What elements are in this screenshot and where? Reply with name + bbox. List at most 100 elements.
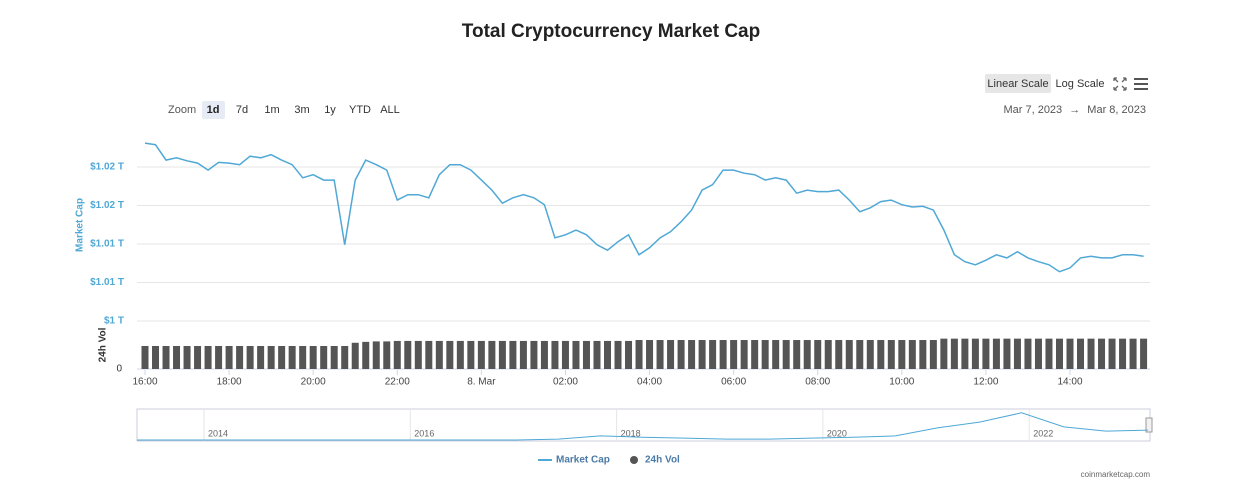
- volume-tick-label: 0: [116, 364, 122, 375]
- legend-dot: [630, 456, 638, 464]
- zoom-button[interactable]: 1y: [324, 104, 336, 116]
- volume-bar: [383, 341, 391, 369]
- volume-bar: [961, 338, 969, 369]
- volume-bar: [498, 340, 506, 369]
- volume-bar: [582, 340, 590, 369]
- legend-label[interactable]: 24h Vol: [645, 455, 680, 466]
- x-tick-label: 04:00: [637, 377, 662, 388]
- x-tick-label: 20:00: [301, 377, 326, 388]
- zoom-button[interactable]: 7d: [236, 104, 248, 116]
- volume-bar: [1024, 338, 1032, 369]
- volume-bar: [1045, 338, 1053, 369]
- volume-bar: [751, 340, 759, 369]
- volume-bar: [782, 340, 790, 369]
- volume-bar: [509, 340, 517, 369]
- volume-bar: [919, 340, 927, 369]
- volume-bar: [898, 340, 906, 369]
- zoom-button[interactable]: 1m: [264, 104, 279, 116]
- volume-bar: [351, 342, 359, 369]
- volume-bar: [772, 340, 780, 369]
- volume-bar: [1055, 338, 1063, 369]
- y-tick-label: $1 T: [104, 316, 124, 327]
- volume-bar: [267, 346, 275, 369]
- x-tick-label: 8. Mar: [467, 377, 496, 388]
- volume-bar: [877, 340, 885, 369]
- x-tick-label: 08:00: [805, 377, 830, 388]
- volume-bar: [372, 341, 380, 369]
- volume-bar: [477, 340, 485, 369]
- log-scale-button[interactable]: Log Scale: [1056, 78, 1105, 90]
- volume-bar: [561, 340, 569, 369]
- volume-bar: [257, 346, 265, 369]
- volume-bar: [519, 340, 527, 369]
- linear-scale-button[interactable]: Linear Scale: [987, 78, 1048, 90]
- navigator-label: 2020: [827, 428, 847, 438]
- date-separator: →: [1069, 104, 1080, 116]
- volume-axis-label: 24h Vol: [98, 327, 109, 362]
- x-tick-label: 10:00: [889, 377, 914, 388]
- volume-bar: [404, 340, 412, 369]
- volume-bar: [614, 340, 622, 369]
- volume-bar: [183, 346, 191, 369]
- volume-bar: [435, 340, 443, 369]
- y-tick-label: $1.02 T: [90, 162, 124, 173]
- volume-bar: [730, 340, 738, 369]
- volume-bar: [688, 340, 696, 369]
- volume-bar: [709, 340, 717, 369]
- volume-bar: [309, 346, 317, 369]
- volume-bar: [982, 338, 990, 369]
- volume-bar: [278, 346, 286, 369]
- volume-bar: [1119, 338, 1127, 369]
- volume-bar: [845, 340, 853, 369]
- zoom-button[interactable]: YTD: [349, 104, 371, 116]
- zoom-button[interactable]: ALL: [380, 104, 400, 116]
- volume-bar: [625, 340, 633, 369]
- zoom-selected-bg: [202, 101, 225, 119]
- zoom-button[interactable]: 3m: [294, 104, 309, 116]
- volume-bar: [446, 340, 454, 369]
- volume-bar: [467, 340, 475, 369]
- zoom-button[interactable]: 1d: [207, 104, 220, 116]
- y-tick-label: $1.01 T: [90, 277, 124, 288]
- y-axis-label: Market Cap: [75, 198, 86, 252]
- volume-bar: [635, 340, 643, 369]
- volume-bar: [835, 340, 843, 369]
- volume-bar: [866, 340, 874, 369]
- volume-bar: [330, 346, 338, 369]
- volume-bar: [1098, 338, 1106, 369]
- volume-bar: [1003, 338, 1011, 369]
- button-bg: [985, 74, 1051, 93]
- navigator-handle[interactable]: [1145, 417, 1153, 433]
- volume-bar: [1066, 338, 1074, 369]
- x-tick-label: 18:00: [217, 377, 242, 388]
- volume-bar: [572, 340, 580, 369]
- market-cap-line: [144, 142, 1144, 273]
- volume-bar: [803, 340, 811, 369]
- x-tick-label: 12:00: [973, 377, 998, 388]
- volume-bar: [456, 340, 464, 369]
- fullscreen-icon[interactable]: [1113, 77, 1127, 91]
- navigator-label: 2014: [208, 428, 228, 438]
- volume-bar: [1013, 338, 1021, 369]
- volume-bar: [551, 340, 559, 369]
- x-tick-label: 22:00: [385, 377, 410, 388]
- x-tick-label: 16:00: [132, 377, 157, 388]
- volume-bar: [856, 340, 864, 369]
- volume-bar: [1140, 338, 1148, 369]
- legend-label[interactable]: Market Cap: [556, 455, 610, 466]
- volume-bar: [194, 346, 202, 369]
- y-tick-label: $1.02 T: [90, 200, 124, 211]
- navigator-label: 2022: [1033, 428, 1053, 438]
- toolbar: Linear Scale Log Scale Zoom: [168, 74, 1148, 119]
- volume-bar: [887, 340, 895, 369]
- volume-bar: [814, 340, 822, 369]
- volume-bar: [162, 346, 170, 369]
- menu-icon[interactable]: [1134, 78, 1148, 90]
- volume-bar: [414, 340, 422, 369]
- chart-title: Total Cryptocurrency Market Cap: [462, 21, 760, 42]
- volume-bar: [761, 340, 769, 369]
- volume-bar: [1129, 338, 1137, 369]
- volume-bar: [204, 346, 212, 369]
- navigator-label: 2018: [621, 428, 641, 438]
